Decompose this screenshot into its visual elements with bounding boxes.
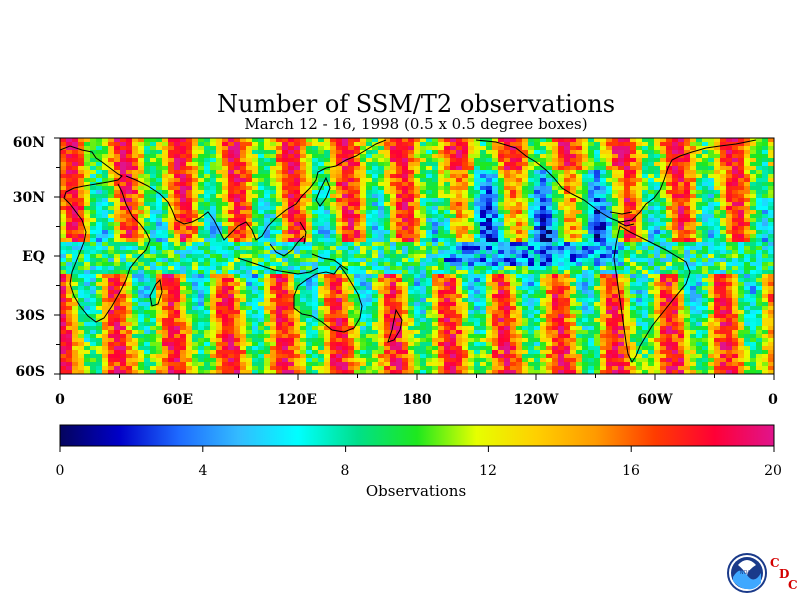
coast-asia [125,139,387,241]
coast-japan [315,176,331,207]
lat-label-30n: 30N [12,190,45,206]
coast-new-zealand [387,308,403,343]
chart-subtitle: March 12 - 16, 1998 (0.5 x 0.5 degree bo… [244,115,588,133]
lon-label-0-end: 0 [768,392,778,408]
colorbar [59,424,775,447]
colorbar-ticks [59,446,775,452]
noaa-logo: NOAA [727,551,769,600]
lat-label-60n: 60N [12,135,45,151]
coast-madagascar [149,278,163,307]
chart-title: Number of SSM/T2 observations [216,90,616,118]
colorbar-label-16: 16 [622,463,640,479]
lon-label-0: 0 [55,392,65,408]
noaa-text: NOAA [740,570,755,576]
coastlines [60,139,757,363]
lon-label-180: 180 [402,392,432,408]
observation-field [60,138,774,374]
colorbar-label-4: 4 [198,463,208,479]
lon-label-120w: 120W [513,392,559,408]
cdc-letter-c2: C [788,578,798,592]
lat-label-30s: 30S [15,308,45,324]
colorbar-title: Observations [365,482,467,500]
lat-label-60s: 60S [15,364,45,380]
cdc-letter-c1: C [770,556,780,570]
map-ticks [54,137,775,380]
lat-label-eq: EQ [22,249,45,265]
coast-africa-europe [60,145,151,323]
coast-north-america [475,139,757,223]
cdc-letter-d: D [779,567,790,581]
coast-caribbean [609,211,635,227]
colorbar-label-0: 0 [55,463,65,479]
coast-south-america [613,225,691,363]
noaa-emblem-icon: NOAA [727,553,767,593]
coast-australia [293,265,363,333]
lon-label-120e: 120E [277,392,317,408]
coast-indonesia [237,221,349,275]
lon-label-60e: 60E [162,392,194,408]
colorbar-label-8: 8 [340,463,350,479]
colorbar-label-20: 20 [764,463,782,479]
colorbar-label-12: 12 [479,463,497,479]
lon-label-60w: 60W [637,392,673,408]
